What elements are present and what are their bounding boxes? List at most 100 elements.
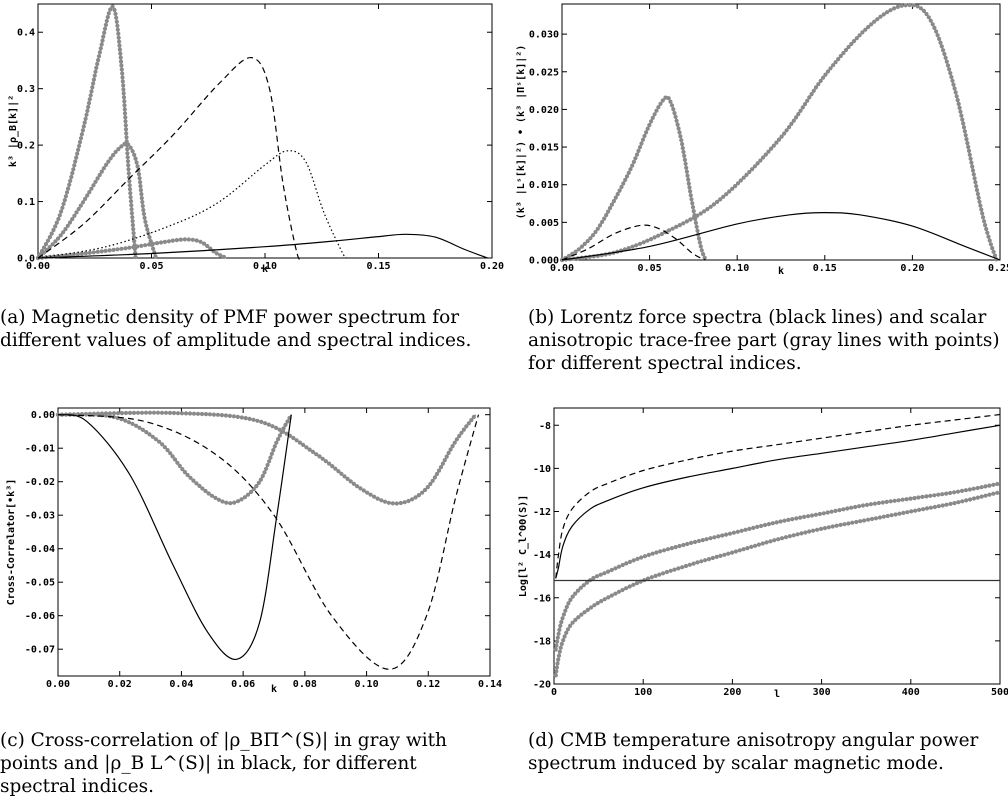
data-point — [285, 419, 290, 424]
data-point — [807, 529, 812, 534]
data-point — [114, 15, 119, 20]
data-point — [79, 251, 84, 256]
data-point — [314, 452, 319, 457]
data-point — [771, 143, 776, 148]
data-point — [825, 69, 831, 74]
data-point — [599, 599, 604, 604]
data-point — [621, 181, 626, 186]
data-point — [159, 410, 165, 415]
data-point — [96, 58, 101, 63]
data-point — [877, 515, 882, 520]
data-point — [681, 149, 686, 155]
data-point — [802, 514, 807, 519]
data-point — [842, 522, 847, 527]
data-point — [66, 186, 71, 191]
data-point — [885, 513, 890, 519]
data-point — [755, 161, 760, 166]
data-point — [183, 411, 189, 416]
y-tick-label: 0.4 — [17, 28, 35, 39]
data-point — [660, 98, 665, 103]
data-point — [963, 133, 968, 138]
data-point — [420, 490, 425, 495]
data-point — [971, 486, 976, 491]
data-point — [696, 538, 701, 544]
data-point — [654, 550, 659, 555]
data-point — [151, 241, 156, 246]
data-point — [756, 542, 761, 547]
x-axis-label: l — [774, 689, 780, 700]
data-point — [639, 555, 644, 560]
data-point — [428, 481, 433, 487]
data-point — [928, 493, 933, 498]
x-tick-label: 0.06 — [231, 679, 255, 690]
data-point — [432, 475, 437, 480]
data-point — [794, 516, 799, 521]
data-point — [559, 641, 564, 647]
data-point — [186, 237, 191, 242]
data-point — [684, 219, 689, 224]
data-point — [666, 96, 671, 101]
data-point — [722, 552, 727, 557]
data-point — [111, 153, 116, 158]
data-point — [162, 239, 167, 244]
data-point — [281, 429, 286, 434]
data-point — [766, 522, 771, 527]
data-point — [556, 657, 561, 662]
data-point — [932, 25, 937, 30]
data-point — [639, 141, 644, 146]
data-point — [194, 481, 199, 486]
data-point — [89, 186, 94, 191]
data-point — [815, 527, 820, 532]
data-point — [921, 507, 926, 512]
data-point — [86, 104, 91, 110]
data-point — [267, 459, 272, 464]
data-point — [731, 530, 736, 535]
data-point — [120, 75, 125, 80]
y-tick-label: -16 — [533, 593, 551, 604]
data-point — [294, 438, 299, 443]
data-point — [130, 215, 135, 220]
data-point — [269, 451, 274, 456]
data-point — [741, 547, 746, 552]
data-point — [872, 501, 877, 506]
data-point — [564, 630, 569, 635]
data-point — [968, 497, 973, 502]
data-point — [613, 195, 618, 200]
data-point — [690, 201, 695, 206]
series-line — [37, 233, 488, 259]
data-point — [761, 155, 766, 160]
data-point — [699, 559, 704, 564]
data-point — [466, 421, 471, 426]
series-0 — [555, 413, 1001, 579]
data-point — [82, 120, 87, 125]
data-point — [124, 135, 129, 140]
data-point — [170, 238, 175, 243]
data-point — [61, 201, 66, 206]
data-point — [125, 147, 130, 152]
data-point — [645, 576, 651, 581]
data-point — [175, 411, 181, 416]
data-point — [776, 537, 781, 542]
data-point — [578, 585, 583, 590]
data-point — [584, 580, 589, 585]
data-point — [778, 519, 783, 524]
data-point — [602, 597, 607, 602]
data-point — [132, 239, 137, 244]
data-point — [291, 435, 296, 441]
x-tick-label: 0.02 — [108, 679, 132, 690]
x-tick-label: 0.15 — [813, 263, 837, 274]
data-point — [677, 543, 682, 549]
data-point — [846, 521, 851, 526]
data-point — [701, 252, 706, 257]
data-point — [274, 425, 279, 430]
data-point — [866, 517, 871, 522]
data-point — [138, 188, 143, 193]
data-point — [644, 130, 649, 135]
y-tick-label: -0.01 — [25, 444, 55, 455]
data-point — [127, 179, 132, 184]
data-point — [116, 147, 121, 152]
data-point — [952, 86, 957, 91]
data-point — [841, 50, 846, 56]
data-point — [260, 473, 265, 479]
data-point — [982, 219, 987, 224]
